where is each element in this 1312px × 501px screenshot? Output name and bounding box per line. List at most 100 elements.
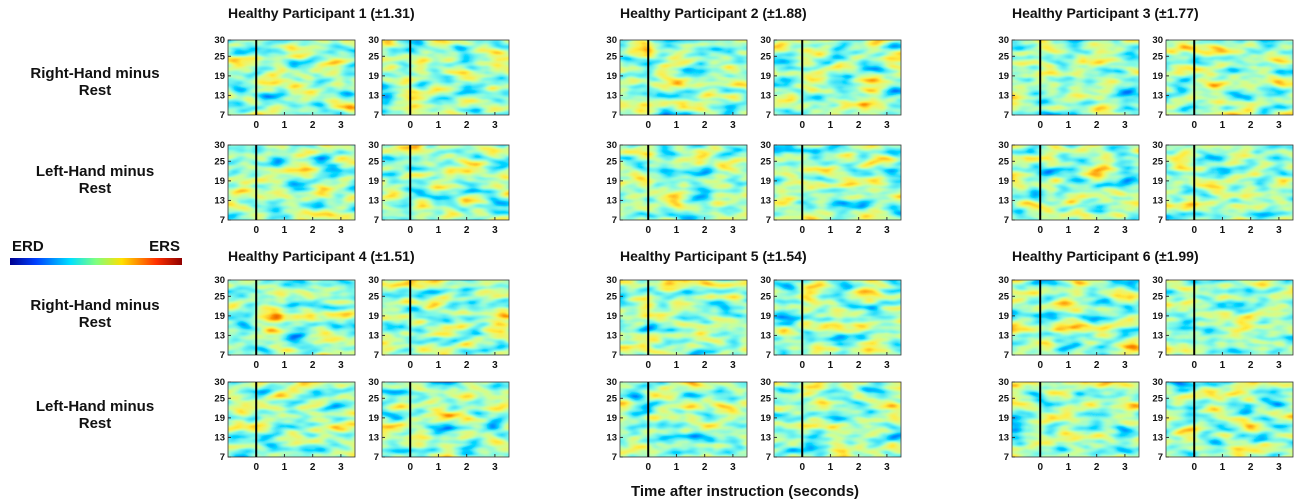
x-tick-label: 0 bbox=[253, 462, 259, 473]
y-tick-label: 30 bbox=[214, 140, 225, 151]
x-tick-label: 3 bbox=[730, 360, 736, 371]
panel-frame bbox=[1165, 144, 1294, 221]
heatmap bbox=[382, 145, 509, 220]
x-tick-label: 0 bbox=[253, 360, 259, 371]
colorbar-low: ERD bbox=[12, 238, 44, 255]
x-tick-label: 1 bbox=[828, 120, 834, 131]
x-tick-label: 1 bbox=[1220, 462, 1226, 473]
panel-frame bbox=[1011, 381, 1140, 458]
y-tick-label: 7 bbox=[766, 350, 771, 361]
heatmap bbox=[228, 382, 355, 457]
panel-frame bbox=[227, 279, 356, 356]
panel-frame bbox=[773, 381, 902, 458]
panel-frame bbox=[227, 381, 356, 458]
x-tick-label: 1 bbox=[1220, 360, 1226, 371]
y-tick-label: 19 bbox=[998, 176, 1009, 187]
y-tick-label: 13 bbox=[368, 90, 379, 101]
panel-frame bbox=[381, 279, 510, 356]
x-tick-label: 1 bbox=[1066, 360, 1072, 371]
y-tick-label: 7 bbox=[1004, 452, 1009, 463]
panel-title: Healthy Participant 4 (±1.51) bbox=[228, 248, 415, 264]
x-tick-label: 0 bbox=[1191, 225, 1197, 236]
x-tick-label: 2 bbox=[856, 225, 862, 236]
y-tick-label: 7 bbox=[766, 110, 771, 121]
heatmap bbox=[382, 280, 509, 355]
heatmap bbox=[1012, 382, 1139, 457]
x-tick-label: 3 bbox=[338, 225, 344, 236]
y-tick-label: 7 bbox=[612, 350, 617, 361]
panel-frame bbox=[1011, 144, 1140, 221]
row-label: Right-Hand minus Rest bbox=[30, 65, 160, 99]
y-tick-label: 13 bbox=[606, 432, 617, 443]
panel-title: Healthy Participant 1 (±1.31) bbox=[228, 5, 415, 21]
panel-frame bbox=[1011, 279, 1140, 356]
panel-frame bbox=[1165, 381, 1294, 458]
x-tick-label: 3 bbox=[884, 225, 890, 236]
x-tick-label: 3 bbox=[1276, 462, 1282, 473]
x-tick-label: 2 bbox=[310, 225, 316, 236]
y-tick-label: 25 bbox=[606, 393, 617, 404]
heatmap bbox=[382, 40, 509, 115]
y-tick-label: 25 bbox=[760, 291, 771, 302]
x-tick-label: 1 bbox=[436, 225, 442, 236]
panel-frame bbox=[619, 381, 748, 458]
x-tick-label: 2 bbox=[310, 120, 316, 131]
y-tick-label: 13 bbox=[760, 90, 771, 101]
x-tick-label: 1 bbox=[674, 462, 680, 473]
y-tick-label: 25 bbox=[368, 51, 379, 62]
x-tick-label: 3 bbox=[1122, 360, 1128, 371]
x-tick-label: 2 bbox=[856, 462, 862, 473]
y-tick-label: 25 bbox=[998, 291, 1009, 302]
y-tick-label: 30 bbox=[606, 377, 617, 388]
x-tick-label: 0 bbox=[1037, 120, 1043, 131]
x-tick-label: 1 bbox=[674, 120, 680, 131]
y-tick-label: 19 bbox=[760, 311, 771, 322]
y-tick-label: 30 bbox=[998, 377, 1009, 388]
y-tick-label: 30 bbox=[1152, 275, 1163, 286]
panel-frame bbox=[1165, 39, 1294, 116]
panel-frame bbox=[619, 144, 748, 221]
y-tick-label: 19 bbox=[214, 71, 225, 82]
y-tick-label: 19 bbox=[214, 311, 225, 322]
y-tick-label: 7 bbox=[766, 215, 771, 226]
x-tick-label: 1 bbox=[1066, 462, 1072, 473]
x-tick-label: 0 bbox=[645, 120, 651, 131]
heatmap bbox=[1166, 40, 1293, 115]
heatmap bbox=[382, 382, 509, 457]
y-tick-label: 30 bbox=[760, 275, 771, 286]
y-tick-label: 13 bbox=[368, 330, 379, 341]
heatmap bbox=[1166, 145, 1293, 220]
x-tick-label: 3 bbox=[730, 225, 736, 236]
y-tick-label: 7 bbox=[220, 350, 225, 361]
x-tick-label: 3 bbox=[492, 360, 498, 371]
x-tick-label: 0 bbox=[799, 462, 805, 473]
x-tick-label: 1 bbox=[828, 225, 834, 236]
x-tick-label: 0 bbox=[645, 225, 651, 236]
y-tick-label: 19 bbox=[998, 311, 1009, 322]
y-tick-label: 7 bbox=[1004, 350, 1009, 361]
x-tick-label: 3 bbox=[492, 120, 498, 131]
x-tick-label: 2 bbox=[310, 462, 316, 473]
y-tick-label: 13 bbox=[998, 90, 1009, 101]
y-tick-label: 19 bbox=[1152, 311, 1163, 322]
y-tick-label: 19 bbox=[760, 176, 771, 187]
panel-frame bbox=[381, 144, 510, 221]
x-tick-label: 2 bbox=[1248, 360, 1254, 371]
panel-frame bbox=[381, 39, 510, 116]
y-tick-label: 13 bbox=[368, 432, 379, 443]
y-tick-label: 7 bbox=[612, 452, 617, 463]
y-tick-label: 7 bbox=[374, 110, 379, 121]
heatmap bbox=[1012, 145, 1139, 220]
x-tick-label: 2 bbox=[1094, 120, 1100, 131]
y-tick-label: 30 bbox=[998, 275, 1009, 286]
y-tick-label: 19 bbox=[606, 311, 617, 322]
colorbar bbox=[10, 258, 182, 265]
x-tick-label: 1 bbox=[828, 360, 834, 371]
y-tick-label: 19 bbox=[368, 176, 379, 187]
y-tick-label: 30 bbox=[760, 377, 771, 388]
y-tick-label: 19 bbox=[760, 413, 771, 424]
x-tick-label: 3 bbox=[1276, 360, 1282, 371]
panel-frame bbox=[381, 381, 510, 458]
x-tick-label: 2 bbox=[310, 360, 316, 371]
